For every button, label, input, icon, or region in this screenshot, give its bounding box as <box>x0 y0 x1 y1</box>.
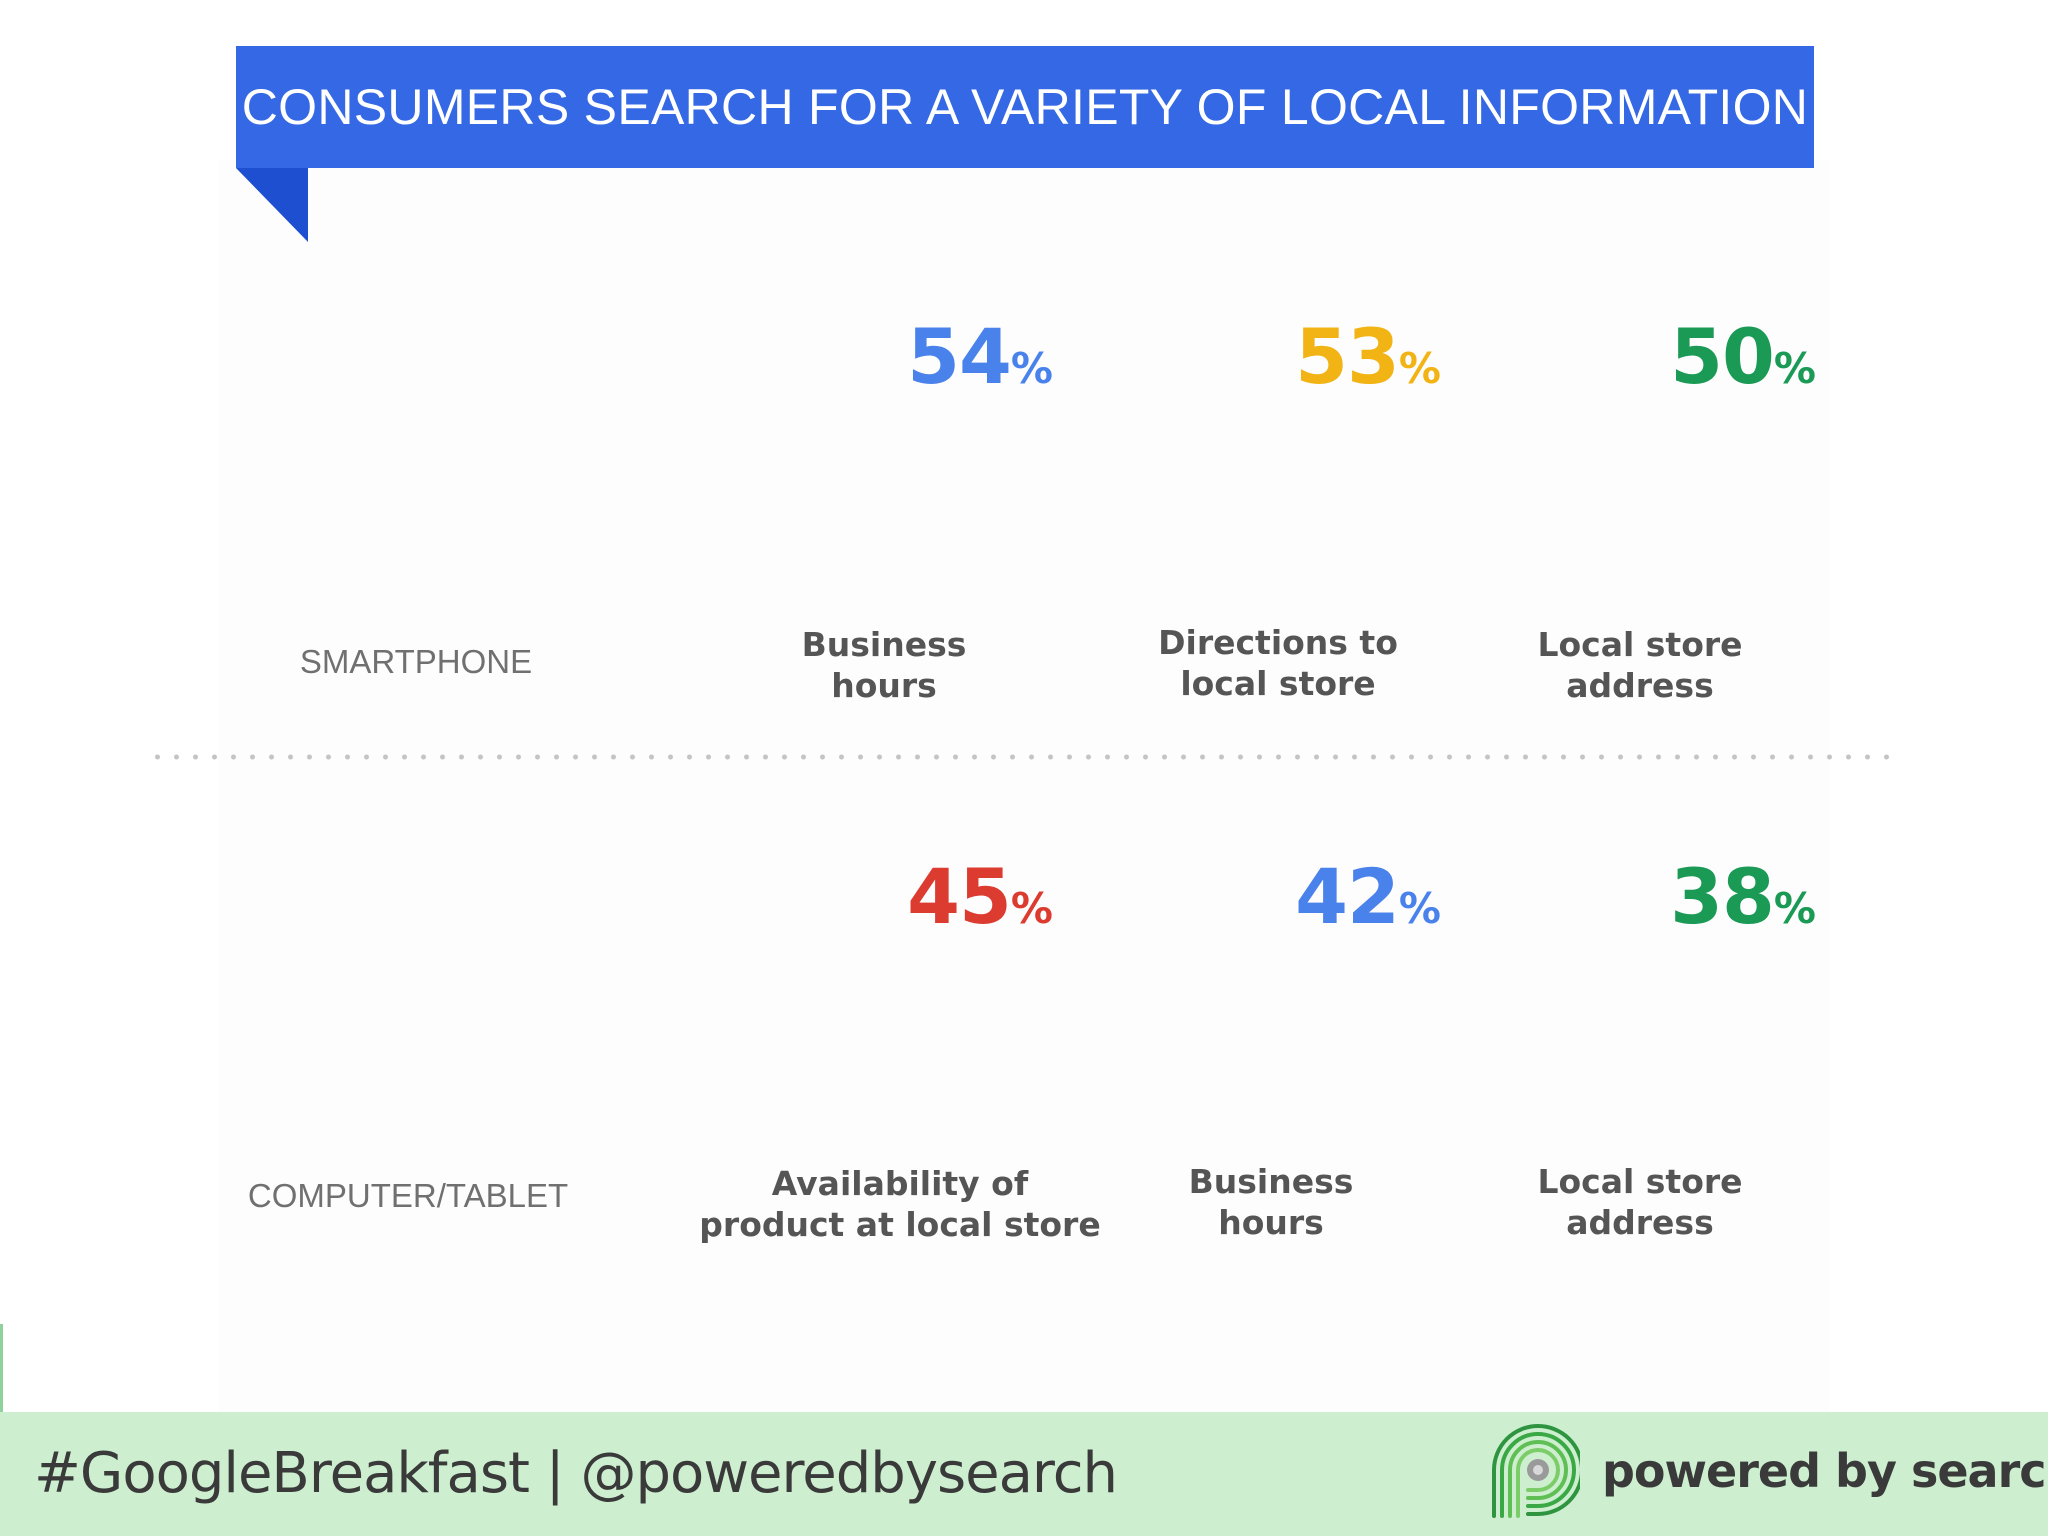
stat-number: 45 <box>907 852 1012 941</box>
stat-label-line: Local store <box>1537 625 1743 664</box>
banner-fold-decoration <box>236 168 308 242</box>
row-label-computer-tablet: COMPUTER/TABLET <box>247 1177 569 1214</box>
stat-label-line: address <box>1566 1203 1714 1242</box>
row-label-smartphone: SMARTPHONE <box>299 643 533 680</box>
stat-label-line: hours <box>1218 1203 1324 1242</box>
brand-name-text: powered by search <box>1602 1444 2048 1498</box>
content-panel <box>218 160 1830 1412</box>
stat-value: 53% <box>1218 312 1518 414</box>
stat-label-line: Business <box>1188 1162 1354 1201</box>
stat-value: 50% <box>1593 312 1893 414</box>
stat-number: 38 <box>1670 852 1775 941</box>
stat-unit: % <box>1398 884 1441 933</box>
stat-label-line: address <box>1566 666 1714 705</box>
stat-unit: % <box>1773 344 1816 393</box>
powered-by-search-logo-icon <box>1492 1424 1580 1518</box>
stat-label: Local store address <box>1430 624 1850 706</box>
slide: CONSUMERS SEARCH FOR A VARIETY OF LOCAL … <box>0 46 1900 1412</box>
stat-label-line: hours <box>831 666 937 705</box>
stat-label-line: Business <box>801 625 967 664</box>
stat-number: 53 <box>1295 312 1400 401</box>
dotted-divider <box>148 754 1900 760</box>
stat-label: Business hours <box>674 624 1094 706</box>
stat-value: 54% <box>830 312 1130 414</box>
stat-label-line: Directions to <box>1158 623 1398 662</box>
stat-number: 42 <box>1295 852 1400 941</box>
stat-label: Business hours <box>1061 1161 1481 1243</box>
stat-label-line: product at local store <box>699 1205 1101 1244</box>
footer-hashtag-text: #GoogleBreakfast | @poweredbysearch <box>34 1441 1118 1506</box>
chart-title-banner: CONSUMERS SEARCH FOR A VARIETY OF LOCAL … <box>236 46 1814 168</box>
footer-bar: #GoogleBreakfast | @poweredbysearch <box>0 1412 2048 1536</box>
stat-label: Directions to local store <box>1068 622 1488 704</box>
stat-number: 50 <box>1670 312 1775 401</box>
stat-label: Availability of product at local store <box>690 1163 1110 1245</box>
stat-unit: % <box>1010 344 1053 393</box>
left-edge-accent <box>0 1324 3 1412</box>
stat-unit: % <box>1398 344 1441 393</box>
stat-value: 42% <box>1218 852 1518 954</box>
stat-label-line: local store <box>1180 664 1376 703</box>
stat-value: 38% <box>1593 852 1893 954</box>
stat-number: 54 <box>907 312 1012 401</box>
stat-value: 45% <box>830 852 1130 954</box>
stat-unit: % <box>1773 884 1816 933</box>
stat-label-line: Availability of <box>771 1164 1029 1203</box>
stat-label-line: Local store <box>1537 1162 1743 1201</box>
stat-unit: % <box>1010 884 1053 933</box>
stat-label: Local store address <box>1430 1161 1850 1243</box>
